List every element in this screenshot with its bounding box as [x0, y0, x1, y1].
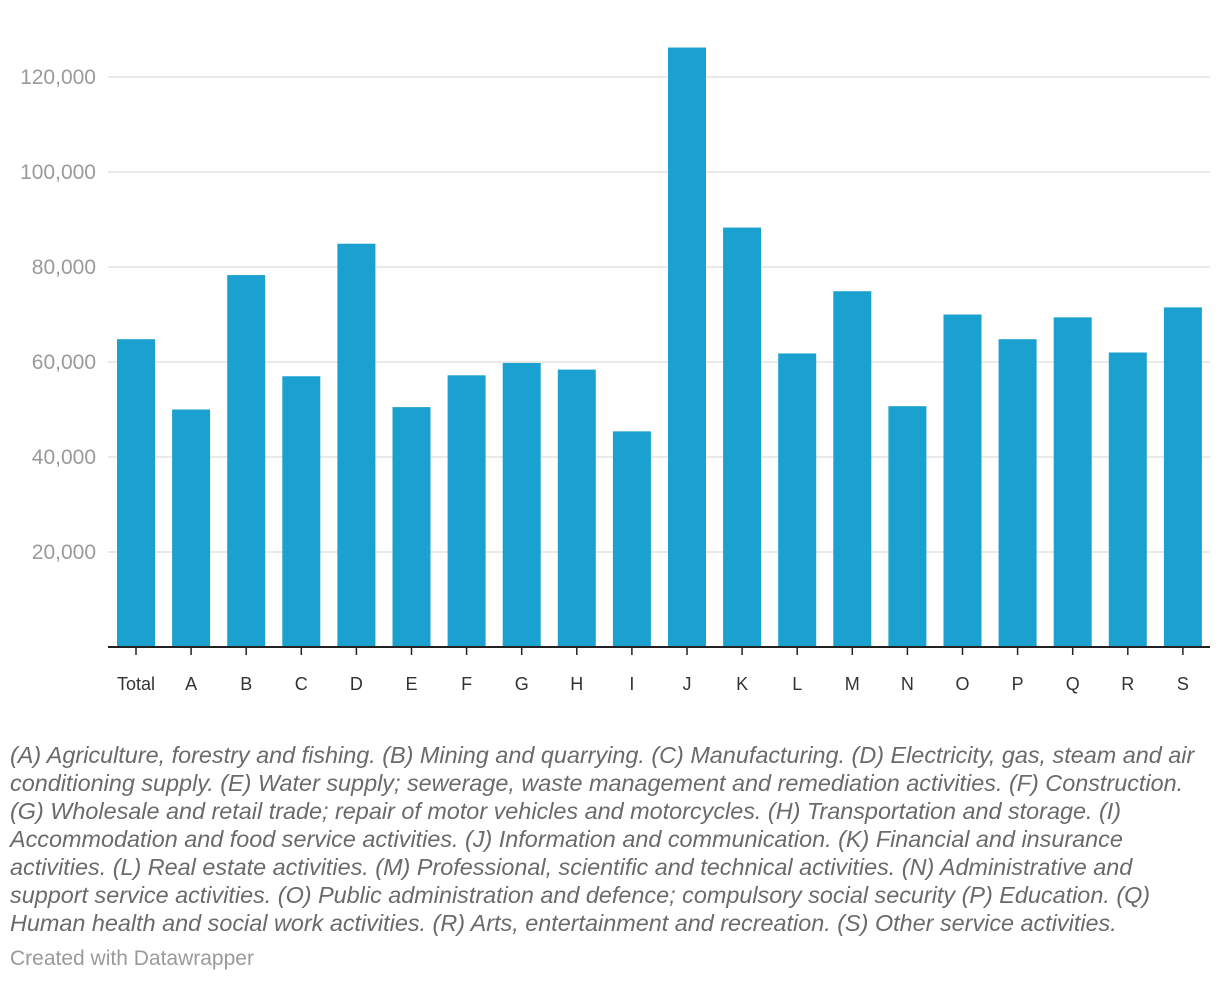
bar: [998, 339, 1037, 647]
x-tick-label: O: [955, 674, 969, 694]
bar: [612, 431, 651, 647]
x-tick-label: J: [683, 674, 692, 694]
bar: [172, 409, 211, 647]
x-tick-label: Q: [1066, 674, 1080, 694]
bar: [282, 376, 321, 647]
x-tick-label: C: [295, 674, 308, 694]
bar: [1163, 307, 1202, 647]
bar: [668, 47, 706, 648]
x-tick-label: G: [515, 674, 529, 694]
bars: [117, 47, 1202, 648]
bar: [337, 243, 376, 647]
y-tick-label: 20,000: [32, 541, 96, 564]
x-tick-label: I: [629, 674, 634, 694]
bar: [447, 375, 486, 647]
bar: [833, 291, 872, 647]
bar: [557, 369, 596, 647]
x-tick-label: M: [845, 674, 860, 694]
gridlines: [108, 76, 1210, 553]
x-tick-label: N: [901, 674, 914, 694]
bar: [117, 339, 155, 647]
bar: [1108, 352, 1147, 647]
bar: [888, 406, 927, 647]
x-tick-label: Total: [117, 674, 155, 694]
bar: [1053, 317, 1092, 647]
x-tick-label: B: [240, 674, 252, 694]
y-tick-label: 80,000: [32, 256, 96, 279]
x-tick-label: K: [736, 674, 748, 694]
y-tick-label: 60,000: [32, 351, 96, 374]
credit-text: Created with Datawrapper: [10, 947, 254, 970]
bar: [778, 353, 817, 647]
x-tick-label: E: [405, 674, 417, 694]
x-tick-label: P: [1012, 674, 1024, 694]
bar: [227, 275, 266, 647]
x-tick-label: A: [185, 674, 197, 694]
y-tick-label: 120,000: [20, 66, 96, 89]
bar-chart: 20,000 40,000 60,000 80,000 100,000 120,000 T…: [20, 47, 1210, 694]
bar: [392, 407, 431, 647]
y-tick-label: 100,000: [20, 161, 96, 184]
bar: [502, 362, 541, 647]
footnote: (A) Agriculture, forestry and fishing. (…: [10, 742, 1195, 936]
bar: [943, 314, 982, 647]
x-tick-label: F: [461, 674, 472, 694]
y-tick-label: 40,000: [32, 446, 96, 469]
x-tick-label: L: [792, 674, 802, 694]
x-tick-label: S: [1177, 674, 1189, 694]
bar: [723, 227, 762, 647]
x-tick-label: R: [1121, 674, 1134, 694]
y-axis-ticks: 20,000 40,000 60,000 80,000 100,000 120,000: [20, 66, 96, 564]
x-tick-label: D: [350, 674, 363, 694]
x-axis-ticks: Total A B C D E F G H I J K L M N O P Q R S: [117, 647, 1189, 694]
x-tick-label: H: [570, 674, 583, 694]
